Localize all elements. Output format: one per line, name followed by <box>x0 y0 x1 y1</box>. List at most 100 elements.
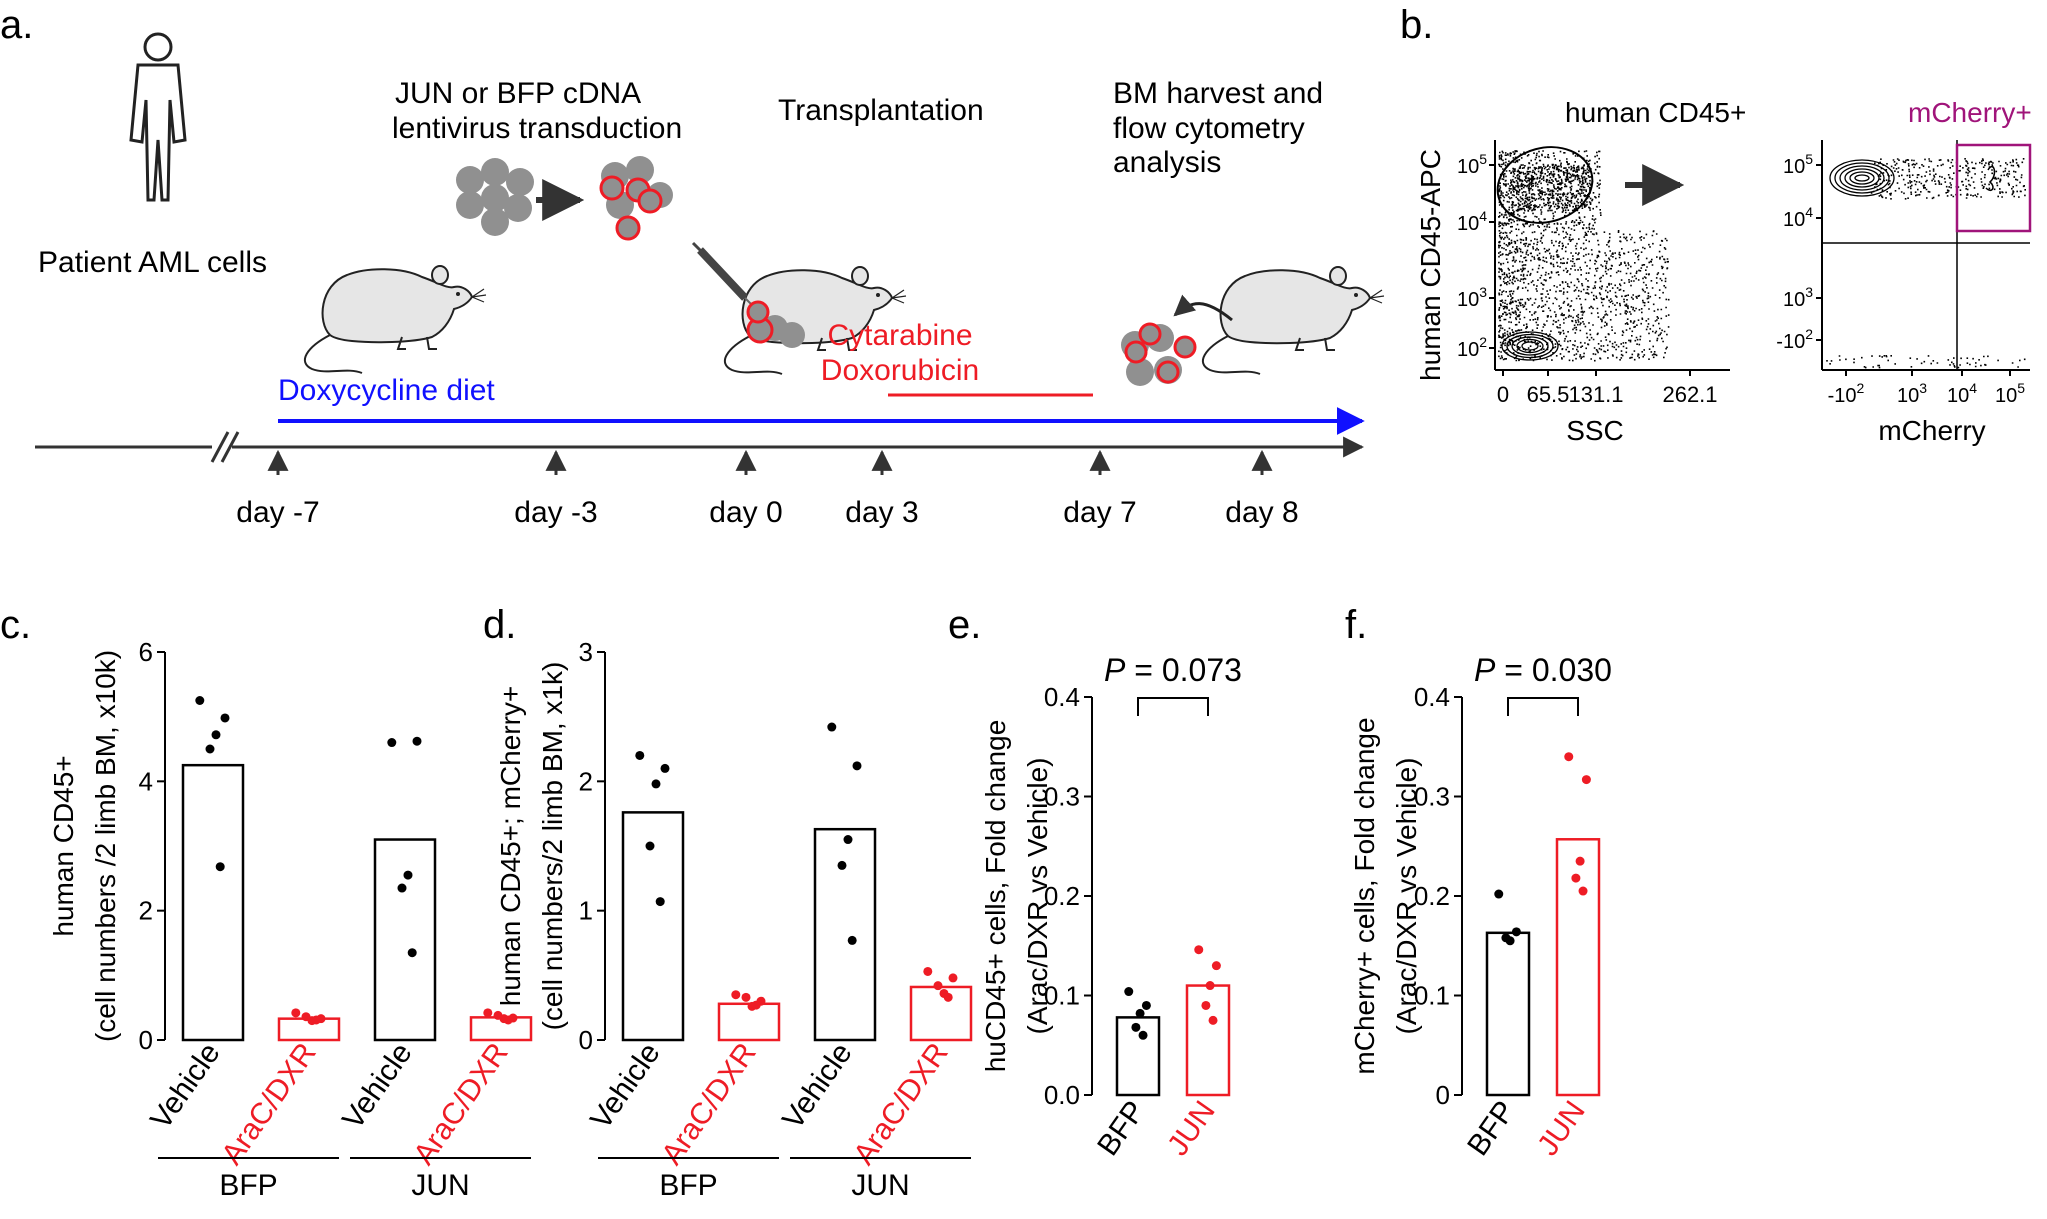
data-point <box>397 883 407 893</box>
p-value: P = 0.073 <box>1104 652 1242 688</box>
flow2-contour <box>1844 168 1880 188</box>
day-label: day -7 <box>236 496 319 529</box>
flow1-ytick-base: 10 <box>1457 156 1479 178</box>
flow2-ytick-base: 10 <box>1783 209 1805 231</box>
y-tick-label: 0.3 <box>1414 782 1450 812</box>
data-point <box>195 696 205 705</box>
p-number: = 0.073 <box>1125 652 1242 688</box>
flow1-ytick-base: 10 <box>1457 339 1479 361</box>
data-point <box>1138 1030 1148 1040</box>
category-label: AraC/DXR <box>655 1037 762 1171</box>
data-point <box>1581 775 1591 785</box>
injected-cells-icon <box>746 300 805 348</box>
flow1-xlabel: SSC <box>1566 415 1624 446</box>
flow2-xtick-label: 105 <box>1995 380 2025 407</box>
cell-cluster-icon <box>456 158 534 236</box>
panel-b: b. human CD45+ mCherry+ human CD45-APC S… <box>1400 3 2032 446</box>
data-point <box>1564 752 1574 762</box>
data-point <box>655 897 665 907</box>
flow-plot-1-events <box>1498 150 1670 362</box>
data-point <box>933 981 943 991</box>
gate-mcherry-label: mCherry+ <box>1908 97 2032 128</box>
day-label: day 0 <box>709 496 782 529</box>
data-point <box>1131 1022 1141 1032</box>
bar-charts: c. 0 2 4 6 human CD45+ (cell numbers /2 limb B… <box>0 603 1612 1202</box>
flow2-xtick-base: 10 <box>1947 385 1969 407</box>
flow1-contour <box>1501 331 1559 361</box>
flow2-xtick-label: 104 <box>1947 380 1977 407</box>
flow2-ytick-label: 103 <box>1783 284 1813 311</box>
transduction-label-1: JUN or BFP cDNA <box>395 77 641 110</box>
flow1-ylabel: human CD45-APC <box>1415 149 1446 381</box>
data-point <box>731 990 741 1000</box>
diet-label: Doxycycline diet <box>278 374 495 407</box>
flow2-xtick-base: 10 <box>1995 385 2017 407</box>
data-point <box>503 1015 513 1025</box>
flow1-contour <box>1521 341 1539 351</box>
drug-doxorubicin: Doxorubicin <box>821 354 979 387</box>
flow1-ytick-exp: 2 <box>1479 334 1487 350</box>
data-point <box>635 750 645 760</box>
bar <box>1555 838 1601 1097</box>
flow2-ytick-base: -10 <box>1776 331 1805 353</box>
data-point <box>943 992 953 1002</box>
category-label: Vehicle <box>584 1037 667 1135</box>
y-label-1: huCD45+ cells, Fold change <box>980 720 1011 1073</box>
y-tick-label: 0.4 <box>1044 682 1080 712</box>
y-tick-label: 0.1 <box>1044 981 1080 1011</box>
flow1-contour <box>1511 336 1549 356</box>
data-point <box>412 736 422 746</box>
flow1-ytick-label: 105 <box>1457 151 1487 178</box>
data-point <box>827 722 837 732</box>
data-point <box>205 744 215 754</box>
chart-0: c. 0 2 4 6 human CD45+ (cell numbers /2 limb B… <box>0 603 533 1202</box>
data-point <box>1575 856 1585 866</box>
flow2-xtick-label: -102 <box>1828 380 1865 407</box>
panel-label: f. <box>1345 603 1367 647</box>
flow1-ytick-label: 102 <box>1457 334 1487 361</box>
flow2-xtick-exp: 2 <box>1857 380 1865 396</box>
cd45-gate <box>1496 146 1594 224</box>
data-point <box>1135 1008 1145 1018</box>
y-label-2: (Arac/DXR vs Vehicle) <box>1022 758 1053 1035</box>
flow1-ytick-base: 10 <box>1457 213 1479 235</box>
data-point <box>843 835 853 845</box>
data-point <box>852 761 862 771</box>
p-value: P = 0.030 <box>1474 652 1612 688</box>
flow1-xtick-label: 262.1 <box>1662 382 1717 407</box>
data-point <box>403 870 413 880</box>
category-label: JUN <box>1531 1095 1591 1162</box>
drug-cytarabine: Cytarabine <box>827 319 972 352</box>
data-point <box>651 779 661 789</box>
y-label-2: (Arac/DXR vs Vehicle) <box>1391 758 1422 1035</box>
flow2-xtick-label: 103 <box>1897 380 1927 407</box>
data-point <box>215 862 225 872</box>
y-tick-label: 0.2 <box>1414 881 1450 911</box>
data-point <box>1211 961 1221 971</box>
gate-cd45-label: human CD45+ <box>1565 97 1746 128</box>
chart-2: e. 0.0 0.1 0.2 0.3 0.4 huCD45+ cells, Fold cha… <box>948 603 1242 1162</box>
flow2-contour <box>1834 162 1890 194</box>
y-tick-label: 6 <box>139 637 153 667</box>
flow1-ytick-exp: 5 <box>1479 151 1487 167</box>
bar <box>813 827 877 1042</box>
data-point <box>1201 1000 1211 1010</box>
p-bracket <box>1137 697 1209 716</box>
flow2-contour <box>1839 165 1885 191</box>
day-label: day 8 <box>1225 496 1298 529</box>
harvested-cells-icon <box>1121 322 1197 386</box>
flow1-ytick-exp: 3 <box>1479 284 1487 300</box>
y-label-1: human CD45+; mCherry+ <box>495 686 526 1007</box>
category-label: BFP <box>1461 1095 1522 1162</box>
data-point <box>1511 927 1521 937</box>
p-symbol: P <box>1474 652 1496 688</box>
day-label: day 3 <box>845 496 918 529</box>
data-point <box>751 1000 761 1010</box>
harvest-label-3: analysis <box>1113 146 1221 179</box>
flow2-ytick-label: -102 <box>1776 326 1813 353</box>
y-tick-label: 0.1 <box>1414 981 1450 1011</box>
flow2-xtick-base: 10 <box>1897 385 1919 407</box>
data-point <box>741 992 751 1002</box>
y-label-2: (cell numbers/2 limb BM, x1k) <box>537 662 568 1031</box>
